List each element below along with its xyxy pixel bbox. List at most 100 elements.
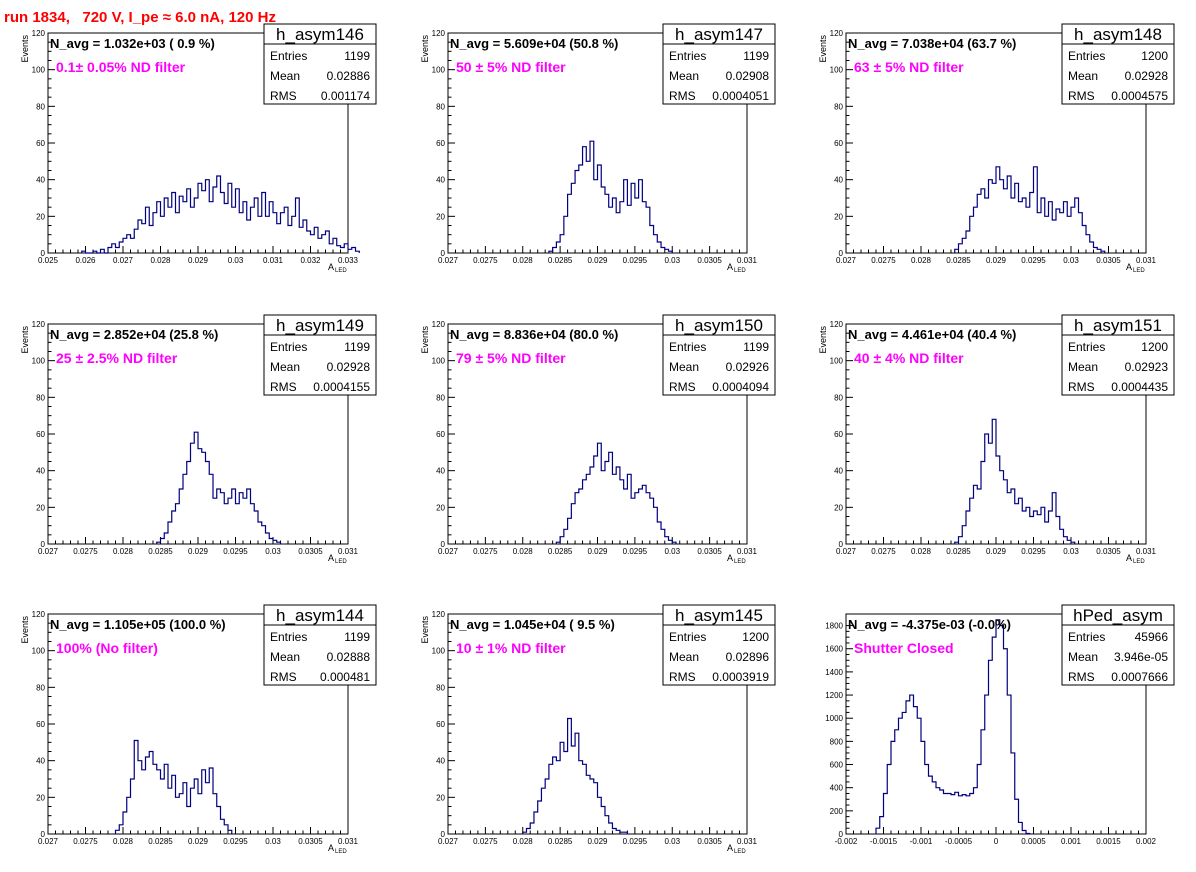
navg-label: N_avg = 1.045e+04 ( 9.5 %): [450, 617, 615, 632]
y-tick-label: 0: [839, 249, 844, 258]
x-tick-label: 0.027: [438, 547, 459, 556]
stats-key: RMS: [270, 380, 297, 394]
x-tick-label: 0.027: [38, 547, 59, 556]
x-tick-label: 0.03: [664, 256, 680, 265]
y-tick-label: 40: [834, 467, 843, 476]
y-tick-label: 80: [436, 102, 445, 111]
y-tick-label: 20: [436, 212, 445, 221]
run-header: run 1834, 720 V, I_pe ≈ 6.0 nA, 120 Hz: [4, 9, 276, 26]
x-tick-label: 0.028: [513, 256, 534, 265]
navg-label: N_avg = 1.105e+05 (100.0 %): [50, 617, 226, 632]
x-tick-label: 0.027: [38, 837, 59, 846]
y-axis-label: Events: [420, 326, 430, 354]
y-tick-label: 40: [36, 176, 45, 185]
x-tick-label: 0.0295: [223, 837, 248, 846]
stats-value: 0.02923: [1125, 360, 1169, 374]
histogram-name: h_asym147: [675, 25, 763, 44]
y-tick-label: 100: [32, 647, 46, 656]
x-tick-label: 0.0295: [623, 837, 648, 846]
histogram-name: h_asym148: [1074, 25, 1162, 44]
x-tick-label: 0.03: [664, 837, 680, 846]
x-axis-label-subscript: LED: [1133, 559, 1145, 565]
stats-value: 0.02886: [327, 69, 371, 83]
y-tick-label: 20: [436, 503, 445, 512]
x-tick-label: 0.0305: [298, 547, 323, 556]
x-tick-label: 0.0305: [697, 837, 722, 846]
x-tick-label: 0.031: [737, 547, 758, 556]
x-tick-label: 0.0275: [473, 256, 498, 265]
y-tick-label: 100: [432, 66, 446, 75]
y-tick-label: 0: [839, 540, 844, 549]
x-tick-label: 0.027: [836, 256, 857, 265]
y-tick-label: 80: [436, 683, 445, 692]
y-tick-label: 40: [436, 467, 445, 476]
y-tick-label: 0: [441, 540, 446, 549]
x-tick-label: 0.029: [986, 256, 1007, 265]
x-axis-label: A: [328, 553, 334, 563]
stats-box: [1061, 604, 1175, 686]
stats-key: Entries: [1068, 49, 1105, 63]
stats-value: 0.000481: [320, 670, 370, 684]
x-axis-label: A: [1126, 553, 1132, 563]
y-tick-label: 0: [441, 249, 446, 258]
filter-label: Shutter Closed: [854, 640, 954, 656]
x-axis-label: A: [1126, 262, 1132, 272]
histogram-panel-h_asym148: 0.027 0.0275 0.028 0.0285 0.029 0.0295 0.03 0.0…: [818, 23, 1175, 274]
stats-key: Mean: [270, 69, 300, 83]
stats-value: 0.02928: [1125, 69, 1169, 83]
histogram-panel-h_asym149: 0.027 0.0275 0.028 0.0285 0.029 0.0295 0.03 0.0…: [20, 314, 377, 565]
y-axis-label: Events: [818, 35, 828, 63]
histogram-panel-h_asym150: 0.027 0.0275 0.028 0.0285 0.029 0.0295 0.03 0.0…: [420, 314, 776, 565]
y-tick-label: 80: [834, 393, 843, 402]
y-axis-label: Events: [20, 616, 30, 644]
x-tick-label: 0.031: [338, 837, 359, 846]
x-tick-label: 0.0275: [871, 547, 896, 556]
navg-label: N_avg = 5.609e+04 (50.8 %): [450, 36, 618, 51]
y-tick-label: 20: [36, 503, 45, 512]
y-axis-label: Events: [20, 326, 30, 354]
histogram-panel-h_asym144: 0.027 0.0275 0.028 0.0285 0.029 0.0295 0.03 0.0…: [20, 604, 377, 855]
histogram-panel-h_asym147: 0.027 0.0275 0.028 0.0285 0.029 0.0295 0.03 0.0…: [420, 23, 776, 274]
y-tick-label: 20: [436, 793, 445, 802]
x-axis-label: A: [727, 262, 733, 272]
stats-key: Mean: [270, 360, 300, 374]
x-tick-label: 0.031: [737, 256, 758, 265]
filter-label: 63 ± 5% ND filter: [854, 59, 964, 75]
y-tick-label: 0: [41, 830, 46, 839]
histogram-name: h_asym151: [1074, 316, 1162, 335]
x-tick-label: 0.031: [737, 837, 758, 846]
stats-value: 0.0004575: [1111, 89, 1168, 103]
filter-label: 50 ± 5% ND filter: [456, 59, 566, 75]
x-axis-label: A: [727, 843, 733, 853]
x-tick-label: 0.031: [1136, 547, 1157, 556]
x-tick-label: 0.031: [263, 256, 284, 265]
histogram-line: [548, 140, 673, 254]
stats-box: [662, 604, 776, 686]
stats-box: [662, 314, 776, 396]
stats-key: Mean: [669, 360, 699, 374]
histogram-name: h_asym144: [276, 606, 364, 625]
y-tick-label: 60: [36, 720, 45, 729]
y-tick-label: 400: [830, 784, 844, 793]
navg-label: N_avg = 1.032e+03 ( 0.9 %): [50, 36, 215, 51]
x-tick-label: 0.027: [113, 256, 134, 265]
x-tick-label: 0.0275: [73, 837, 98, 846]
x-tick-label: 0: [994, 837, 999, 846]
stats-key: RMS: [669, 89, 696, 103]
x-tick-label: 0.026: [75, 256, 96, 265]
x-tick-label: 0.03: [228, 256, 244, 265]
x-tick-label: 0.0285: [148, 547, 173, 556]
stats-key: RMS: [669, 670, 696, 684]
x-tick-label: 0.0285: [548, 837, 573, 846]
y-tick-label: 40: [36, 757, 45, 766]
y-tick-label: 200: [830, 807, 844, 816]
y-tick-label: 100: [830, 357, 844, 366]
y-tick-label: 20: [834, 503, 843, 512]
x-tick-label: 0.0285: [548, 547, 573, 556]
x-tick-label: 0.0005: [1021, 837, 1046, 846]
stats-value: 0.0004094: [712, 380, 769, 394]
y-tick-label: 0: [41, 540, 46, 549]
y-tick-label: 1000: [825, 714, 843, 723]
stats-value: 1199: [743, 340, 769, 354]
